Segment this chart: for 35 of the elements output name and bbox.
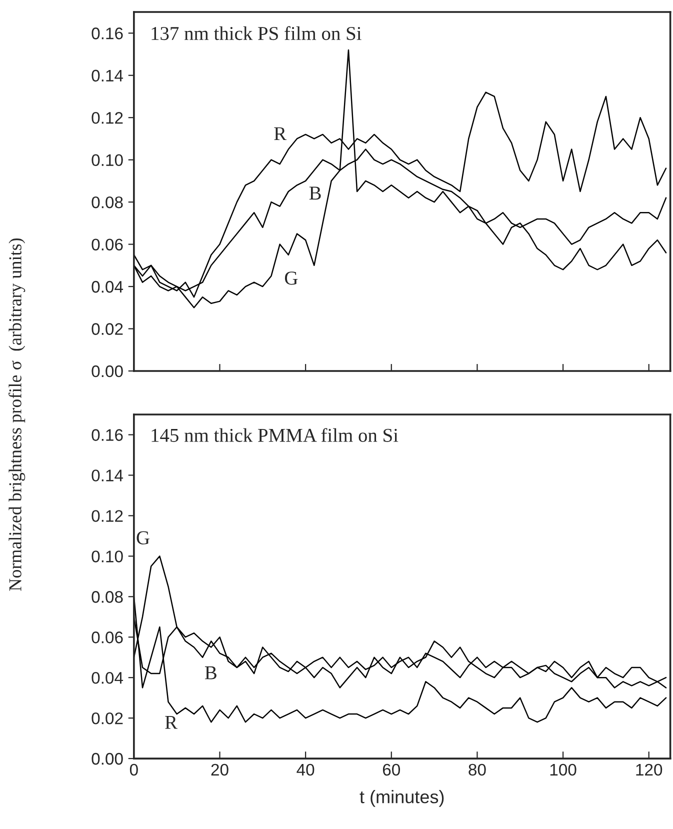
y-tick-label: 0.12 [92,510,123,522]
y-tick-label: 0.08 [92,196,123,208]
y-tick-label: 0.02 [92,712,123,724]
x-axis-title: t (minutes) [360,790,444,807]
series-label: R [165,716,178,729]
y-tick-label: 0.12 [92,112,123,124]
annotation: 137 nm thick PS film on Si [152,26,362,40]
series-label: B [204,666,216,680]
x-tick-label: 0 [130,764,138,776]
y-tick-label: 0.04 [92,280,124,293]
x-tick-label: 20 [211,764,228,776]
y-tick-label: 0.14 [92,470,124,482]
series-label: B [309,186,321,200]
y-tick-label: 0.08 [92,591,123,603]
x-tick-label: 100 [550,764,576,776]
y-tick-label: 0.04 [92,672,124,684]
y-tick-label: 0.00 [92,365,123,378]
series-label: G [284,272,298,285]
y-tick-label: 0.06 [92,238,123,250]
y-tick-label: 0.06 [92,632,123,644]
series-label: R [274,127,287,140]
y-tick-label: 0.10 [92,550,123,562]
x-tick-label: 40 [296,764,314,776]
y-tick-label: 0.16 [92,28,123,40]
y-tick-label: 0.10 [92,154,123,166]
y-axis-title: Normalized brightness profile σ (arbitrary units) [8,238,26,591]
y-tick-label: 0.16 [92,429,123,441]
y-tick-label: 0.14 [92,70,124,82]
x-tick-label: 120 [636,764,662,776]
x-tick-label: 60 [382,764,400,776]
y-tick-label: 0.00 [92,752,123,765]
series-label: G [136,531,150,544]
annotation: 145 nm thick PMMA film on Si [152,428,398,442]
x-tick-label: 80 [468,764,486,776]
y-tick-label: 0.02 [92,323,123,335]
